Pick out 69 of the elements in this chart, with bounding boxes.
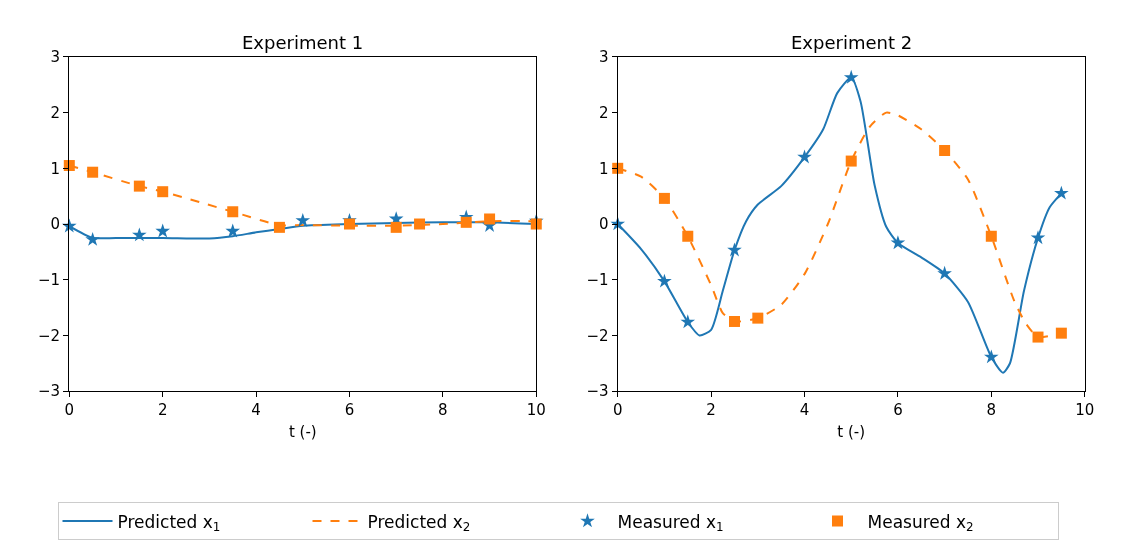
y-tick-label: −3 <box>586 382 609 401</box>
point <box>797 149 812 164</box>
x-tick-label: 8 <box>986 401 997 420</box>
point <box>85 231 100 246</box>
chart-title: Experiment 1 <box>242 32 364 53</box>
chart-title: Experiment 2 <box>791 32 913 53</box>
point <box>682 230 694 242</box>
legend-label: Measured x$_{1}$ <box>617 511 724 535</box>
point <box>657 273 672 288</box>
x-tick-label: 0 <box>64 401 75 420</box>
x-axis-title: t (-) <box>288 423 317 442</box>
point <box>157 186 169 198</box>
y-tick-label: −2 <box>38 326 61 345</box>
point <box>937 265 952 280</box>
x-tick-label: 10 <box>526 401 546 420</box>
point <box>225 223 241 238</box>
point <box>530 218 542 230</box>
point <box>985 230 997 242</box>
x-tick-label: 4 <box>799 401 810 420</box>
y-tick-label: 0 <box>50 215 61 234</box>
point <box>1032 331 1044 343</box>
point <box>484 213 496 225</box>
legend-label: Measured x$_{2}$ <box>867 511 974 535</box>
point <box>727 242 742 257</box>
point <box>939 144 951 156</box>
point <box>343 218 355 230</box>
x-axis-title: t (-) <box>837 423 866 442</box>
y-tick-label: −2 <box>586 326 609 345</box>
y-tick-label: 1 <box>50 159 61 178</box>
x-tick-label: 4 <box>251 401 261 420</box>
x-tick-label: 2 <box>706 401 716 420</box>
point <box>983 349 999 364</box>
point <box>680 314 696 329</box>
point <box>155 223 171 238</box>
point <box>890 235 906 250</box>
point <box>273 221 285 233</box>
point <box>1055 327 1067 339</box>
x-tick-label: 0 <box>612 401 623 420</box>
point <box>133 180 145 192</box>
point <box>414 218 426 230</box>
x-tick-label: 6 <box>893 401 903 420</box>
y-tick-label: 0 <box>599 215 609 234</box>
y-tick-label: 1 <box>599 159 609 178</box>
y-tick-label: 3 <box>50 48 61 67</box>
point <box>1030 230 1046 245</box>
y-tick-label: −1 <box>38 270 61 289</box>
x-tick-label: 6 <box>344 401 355 420</box>
y-tick-label: 2 <box>599 103 609 122</box>
point <box>460 216 472 228</box>
legend-label: Predicted x$_{1}$ <box>117 511 221 535</box>
point <box>132 227 147 242</box>
point <box>658 192 670 204</box>
legend-label: Predicted x$_{2}$ <box>367 511 471 535</box>
x-tick-label: 2 <box>157 401 168 420</box>
point <box>87 166 99 178</box>
x-tick-label: 8 <box>438 401 448 420</box>
point <box>843 69 859 84</box>
x-tick-label: 10 <box>1075 401 1095 420</box>
point <box>728 315 740 327</box>
point <box>752 312 764 324</box>
y-tick-label: −3 <box>38 382 61 401</box>
y-tick-label: 2 <box>50 103 61 122</box>
y-tick-label: −1 <box>586 270 609 289</box>
y-tick-label: 3 <box>599 48 609 67</box>
point <box>845 155 857 167</box>
point <box>295 212 311 227</box>
point <box>1054 185 1069 200</box>
point <box>227 206 239 218</box>
point <box>390 221 402 233</box>
